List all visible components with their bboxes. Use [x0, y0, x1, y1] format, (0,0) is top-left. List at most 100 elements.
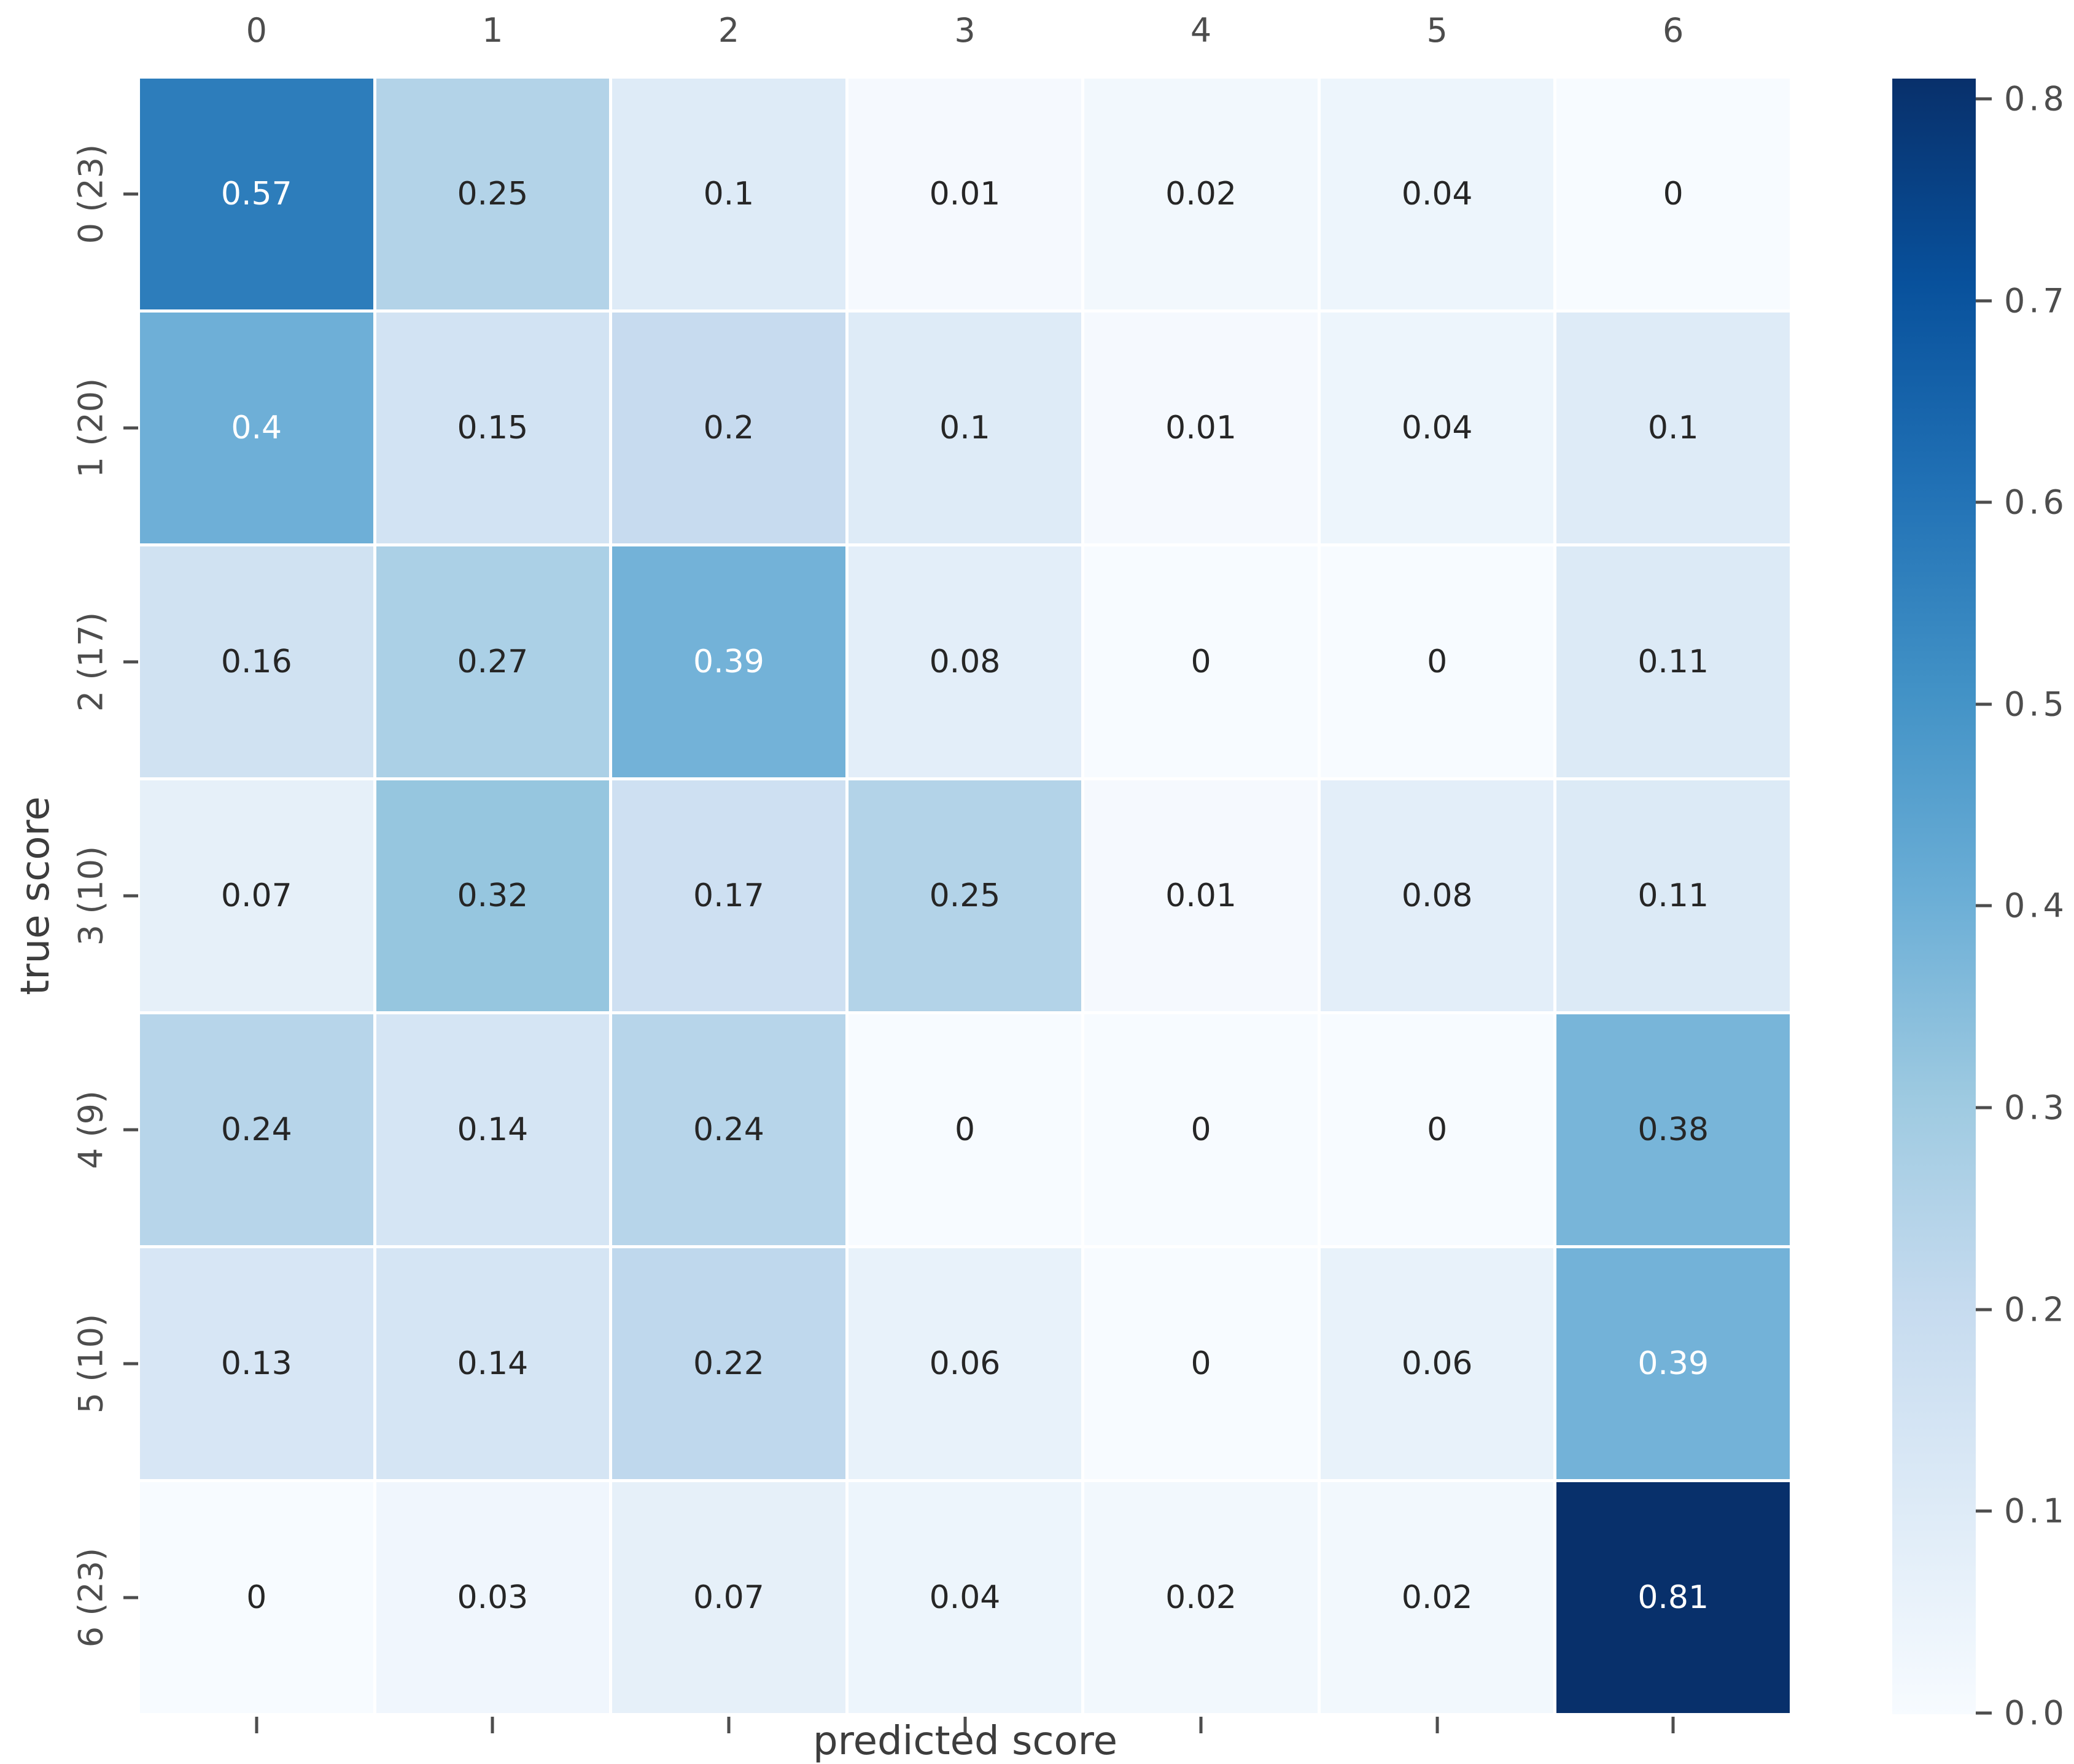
y-tick-label: 4 (9) — [71, 1090, 111, 1170]
x-tick-label: 4 — [1190, 10, 1212, 50]
heatmap-cell: 0.4 — [140, 313, 373, 543]
cell-value: 0.17 — [693, 877, 764, 914]
colorbar-tick-mark — [1976, 1711, 1992, 1715]
heatmap-cell: 0.38 — [1556, 1014, 1790, 1245]
heatmap-cell: 0.08 — [848, 546, 1082, 777]
x-tick-label: 5 — [1426, 10, 1448, 50]
heatmap-cell: 0 — [1084, 1248, 1318, 1479]
cell-value: 0 — [1427, 1111, 1448, 1148]
colorbar-tick-label: 0.7 — [2004, 281, 2068, 320]
cell-value: 0 — [1190, 1345, 1211, 1382]
y-tick-label: 1 (20) — [71, 378, 111, 478]
cell-value: 0.15 — [457, 410, 529, 446]
heatmap-cell: 0 — [1320, 1014, 1554, 1245]
cell-value: 0.01 — [1165, 410, 1237, 446]
cell-value: 0.81 — [1637, 1579, 1709, 1616]
colorbar-tick-mark — [1976, 97, 1992, 101]
heatmap-cell: 0 — [140, 1482, 373, 1713]
x-tick-label: 3 — [954, 10, 976, 50]
colorbar-tick-label: 0.5 — [2004, 685, 2068, 724]
cell-value: 0 — [1427, 643, 1448, 680]
heatmap-cell: 0.11 — [1556, 780, 1790, 1011]
heatmap-cell: 0.04 — [848, 1482, 1082, 1713]
heatmap-cell: 0.06 — [1320, 1248, 1554, 1479]
y-tick-label: 0 (23) — [71, 144, 111, 244]
x-tick-mark — [963, 1717, 966, 1733]
heatmap-cell: 0.01 — [1084, 313, 1318, 543]
cell-value: 0.04 — [929, 1579, 1001, 1616]
heatmap-cell: 0 — [1556, 79, 1790, 309]
colorbar-tick-label: 0.4 — [2004, 886, 2068, 925]
cell-value: 0.25 — [929, 877, 1001, 914]
heatmap-cell: 0.01 — [1084, 780, 1318, 1011]
heatmap-cell: 0.04 — [1320, 79, 1554, 309]
x-tick-mark — [727, 1717, 731, 1733]
heatmap-cell: 0.25 — [848, 780, 1082, 1011]
heatmap-cell: 0.14 — [376, 1014, 610, 1245]
y-tick-mark — [123, 894, 138, 898]
heatmap-cell: 0 — [1084, 546, 1318, 777]
cell-value: 0.1 — [939, 410, 990, 446]
y-tick-mark — [123, 1128, 138, 1132]
cell-value: 0.39 — [693, 643, 764, 680]
y-tick-label: 6 (23) — [71, 1547, 111, 1648]
heatmap-cell: 0.07 — [140, 780, 373, 1011]
colorbar-tick-label: 0.6 — [2004, 483, 2068, 522]
heatmap-cell: 0.27 — [376, 546, 610, 777]
heatmap-cell: 0.25 — [376, 79, 610, 309]
y-tick-label: 5 (10) — [71, 1313, 111, 1414]
cell-value: 0.38 — [1637, 1111, 1709, 1148]
y-tick-mark — [123, 1596, 138, 1599]
cell-value: 0.14 — [457, 1111, 529, 1148]
heatmap-cell: 0.2 — [612, 313, 845, 543]
heatmap-cell: 0 — [1320, 546, 1554, 777]
heatmap-cell: 0.39 — [1556, 1248, 1790, 1479]
cell-value: 0.16 — [220, 643, 292, 680]
heatmap-grid: 0.57 0.25 0.1 0.01 0.02 0.04 0 0.4 0.15 0.2 0.1 0.0… — [140, 79, 1790, 1713]
colorbar-tick-label: 0.3 — [2004, 1088, 2068, 1127]
cell-value: 0.08 — [929, 643, 1001, 680]
cell-value: 0.27 — [457, 643, 529, 680]
cell-value: 0.11 — [1637, 643, 1709, 680]
cell-value: 0.4 — [231, 410, 282, 446]
heatmap-cell: 0.1 — [612, 79, 845, 309]
cell-value: 0.06 — [929, 1345, 1001, 1382]
heatmap-cell: 0.07 — [612, 1482, 845, 1713]
heatmap-cell: 0.1 — [1556, 313, 1790, 543]
colorbar-tick-mark — [1976, 1509, 1992, 1513]
cell-value: 0.32 — [457, 877, 529, 914]
cell-value: 0.1 — [703, 176, 755, 212]
heatmap-cell: 0.04 — [1320, 313, 1554, 543]
colorbar-tick-mark — [1976, 1308, 1992, 1311]
cell-value: 0.57 — [220, 176, 292, 212]
cell-value: 0.39 — [1637, 1345, 1709, 1382]
heatmap-cell: 0.22 — [612, 1248, 845, 1479]
colorbar — [1892, 79, 1976, 1714]
cell-value: 0.14 — [457, 1345, 529, 1382]
cell-value: 0.02 — [1401, 1579, 1473, 1616]
heatmap-cell: 0.57 — [140, 79, 373, 309]
heatmap-cell: 0.03 — [376, 1482, 610, 1713]
y-tick-label: 2 (17) — [71, 612, 111, 712]
cell-value: 0 — [1663, 176, 1684, 212]
x-tick-label: 1 — [482, 10, 503, 50]
cell-value: 0.2 — [703, 410, 755, 446]
heatmap-cell: 0.08 — [1320, 780, 1554, 1011]
cell-value: 0.03 — [457, 1579, 529, 1616]
heatmap-cell: 0.1 — [848, 313, 1082, 543]
heatmap-cell: 0.13 — [140, 1248, 373, 1479]
cell-value: 0.06 — [1401, 1345, 1473, 1382]
x-tick-mark — [1671, 1717, 1675, 1733]
x-tick-mark — [1199, 1717, 1203, 1733]
x-tick-mark — [1435, 1717, 1439, 1733]
heatmap-cell: 0 — [1084, 1014, 1318, 1245]
x-tick-mark — [491, 1717, 494, 1733]
heatmap-cell: 0.02 — [1084, 79, 1318, 309]
y-tick-mark — [123, 426, 138, 430]
cell-value: 0 — [1190, 643, 1211, 680]
x-tick-label: 6 — [1663, 10, 1684, 50]
cell-value: 0.01 — [929, 176, 1001, 212]
y-tick-mark — [123, 660, 138, 664]
x-tick-label: 2 — [718, 10, 740, 50]
colorbar-tick-mark — [1976, 904, 1992, 907]
